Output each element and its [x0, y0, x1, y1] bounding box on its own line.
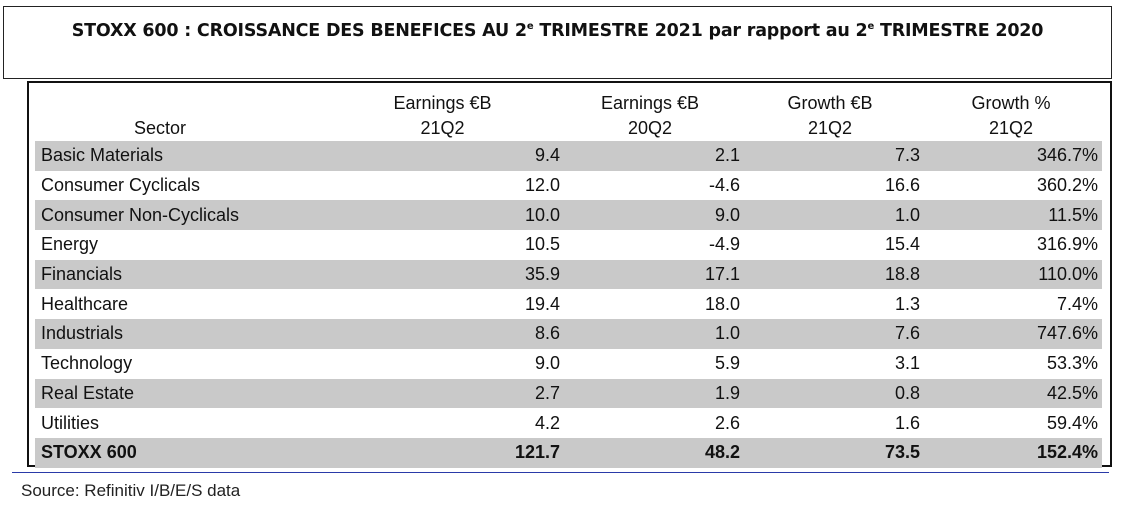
- earnings-table: Sector Earnings €B 21Q2 Earnings €B 20Q2 G…: [35, 89, 1102, 468]
- chart-title: STOXX 600 : CROISSANCE DES BENEFICES AU …: [4, 21, 1111, 41]
- cell-earnings-20q2: 9.0: [560, 200, 740, 231]
- table-row: Energy 10.5 -4.9 15.4 316.9%: [35, 230, 1102, 260]
- cell-growth-pct: 42.5%: [920, 378, 1102, 409]
- table-row: Industrials 8.6 1.0 7.6 747.6%: [35, 319, 1102, 349]
- column-header-growth-pct-line1: Growth %: [971, 93, 1051, 113]
- table-row-total: STOXX 600 121.7 48.2 73.5 152.4%: [35, 437, 1102, 468]
- table-body: Basic Materials 9.4 2.1 7.3 346.7% Consumer C…: [35, 141, 1102, 468]
- cell-growth-eur-b: 7.6: [740, 319, 920, 349]
- column-header-growth-eur: Growth €B 21Q2: [740, 89, 920, 141]
- cell-earnings-21q2: 9.0: [534, 353, 560, 374]
- cell-growth-pct: 59.4%: [1046, 412, 1098, 433]
- table-row: Consumer Cyclicals 12.0 -4.6 16.6 360.2%: [35, 171, 1102, 201]
- cell-sector: Energy: [41, 234, 99, 255]
- table-row: Technology 9.0 5.9 3.1 53.3%: [35, 349, 1102, 379]
- column-header-growth-pct: Growth % 21Q2: [920, 89, 1102, 141]
- cell-earnings-20q2: 1.9: [560, 378, 740, 409]
- table-row: Financials 35.9 17.1 18.8 110.0%: [35, 259, 1102, 290]
- cell-growth-pct: 316.9%: [1036, 234, 1098, 255]
- cell-growth-pct: 360.2%: [1036, 175, 1098, 196]
- header-row: Sector Earnings €B 21Q2 Earnings €B 20Q2 G…: [35, 89, 1102, 141]
- table-row: Healthcare 19.4 18.0 1.3 7.4%: [35, 289, 1102, 319]
- cell-earnings-21q2: 10.0: [325, 200, 560, 231]
- cell-earnings-21q2: 35.9: [325, 259, 560, 290]
- table-row: Real Estate 2.7 1.9 0.8 42.5%: [35, 378, 1102, 409]
- title-part-3: TRIMESTRE 2020: [874, 21, 1044, 41]
- cell-earnings-20q2: 17.1: [560, 259, 740, 290]
- cell-growth-eur-b: 73.5: [740, 437, 920, 468]
- cell-earnings-20q2: -4.9: [708, 234, 740, 255]
- source-note: Source: Refinitiv I/B/E/S data: [21, 481, 241, 500]
- cell-earnings-21q2: 2.7: [325, 378, 560, 409]
- cell-earnings-20q2: 2.6: [714, 412, 740, 433]
- cell-earnings-20q2: 18.0: [704, 293, 740, 314]
- cell-sector: Technology: [41, 353, 133, 374]
- cell-growth-pct: 110.0%: [920, 259, 1102, 290]
- title-superscript-1: e: [526, 21, 534, 32]
- column-header-sector-line2: Sector: [133, 118, 187, 138]
- cell-earnings-20q2: -4.6: [708, 175, 740, 196]
- column-header-earnings-21q2-line1: Earnings €B: [393, 93, 492, 113]
- cell-sector: Utilities: [41, 412, 100, 433]
- cell-growth-pct: 7.4%: [1056, 293, 1098, 314]
- cell-earnings-21q2: 9.4: [325, 141, 560, 171]
- column-header-earnings-20q2-line2: 20Q2: [627, 118, 673, 138]
- column-header-growth-eur-line1: Growth €B: [787, 93, 873, 113]
- cell-earnings-21q2: 10.5: [524, 234, 560, 255]
- cell-growth-pct: 747.6%: [920, 319, 1102, 349]
- cell-sector: Consumer Non-Cyclicals: [35, 200, 325, 231]
- title-part-1: STOXX 600 : CROISSANCE DES BENEFICES AU …: [71, 21, 527, 41]
- cell-growth-eur-b: 18.8: [740, 259, 920, 290]
- cell-growth-eur-b: 3.1: [894, 353, 920, 374]
- cell-sector: Industrials: [35, 319, 325, 349]
- cell-growth-eur-b: 7.3: [740, 141, 920, 171]
- cell-earnings-20q2: 5.9: [714, 353, 740, 374]
- cell-growth-pct: 152.4%: [920, 437, 1102, 468]
- cell-growth-eur-b: 15.4: [884, 234, 920, 255]
- column-header-sector: Sector: [35, 89, 325, 141]
- title-superscript-2: e: [867, 21, 875, 32]
- column-header-earnings-20q2-line1: Earnings €B: [600, 93, 700, 113]
- table-row: Consumer Non-Cyclicals 10.0 9.0 1.0 11.5%: [35, 200, 1102, 231]
- cell-growth-eur-b: 1.6: [894, 412, 920, 433]
- cell-growth-eur-b: 16.6: [884, 175, 920, 196]
- cell-growth-pct: 53.3%: [1046, 353, 1098, 374]
- cell-earnings-20q2: 48.2: [560, 437, 740, 468]
- cell-sector: Real Estate: [35, 378, 325, 409]
- cell-sector: STOXX 600: [35, 437, 325, 468]
- column-header-earnings-21q2-line2: 21Q2: [420, 118, 465, 138]
- cell-earnings-20q2: 2.1: [560, 141, 740, 171]
- cell-earnings-21q2: 12.0: [524, 175, 560, 196]
- cell-earnings-20q2: 1.0: [560, 319, 740, 349]
- cell-earnings-21q2: 19.4: [524, 293, 560, 314]
- cell-sector: Financials: [35, 259, 325, 290]
- column-header-earnings-21q2: Earnings €B 21Q2: [325, 89, 560, 141]
- table-frame: Sector Earnings €B 21Q2 Earnings €B 20Q2 G…: [27, 81, 1112, 468]
- cell-earnings-21q2: 8.6: [325, 319, 560, 349]
- title-part-2: TRIMESTRE 2021 par rapport au 2: [533, 21, 868, 41]
- cell-growth-eur-b: 0.8: [740, 378, 920, 409]
- cell-growth-pct: 11.5%: [920, 200, 1102, 231]
- divider-line: [12, 472, 1109, 473]
- cell-earnings-21q2: 4.2: [534, 412, 560, 433]
- cell-growth-pct: 346.7%: [920, 141, 1102, 171]
- column-header-growth-eur-line2: 21Q2: [807, 118, 853, 138]
- cell-sector: Basic Materials: [35, 141, 325, 171]
- table-row: Utilities 4.2 2.6 1.6 59.4%: [35, 408, 1102, 438]
- cell-growth-eur-b: 1.0: [740, 200, 920, 231]
- table-row: Basic Materials 9.4 2.1 7.3 346.7%: [35, 141, 1102, 171]
- cell-sector: Healthcare: [41, 293, 129, 314]
- cell-earnings-21q2: 121.7: [325, 437, 560, 468]
- title-box: STOXX 600 : CROISSANCE DES BENEFICES AU …: [3, 6, 1112, 79]
- column-header-growth-pct-line2: 21Q2: [988, 118, 1034, 138]
- cell-growth-eur-b: 1.3: [894, 293, 920, 314]
- cell-sector: Consumer Cyclicals: [41, 175, 201, 196]
- column-header-earnings-20q2: Earnings €B 20Q2: [560, 89, 740, 141]
